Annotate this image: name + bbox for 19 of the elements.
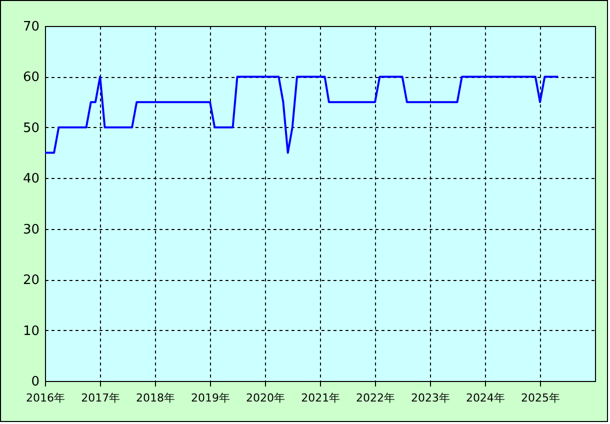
- y-tick-label: 70: [22, 20, 40, 34]
- x-tick-label: 2022年: [356, 392, 396, 404]
- x-tick-label: 2025年: [521, 392, 560, 404]
- y-tick-label: 40: [22, 172, 40, 187]
- y-tick-label: 20: [22, 273, 40, 288]
- x-tick-label: 2023年: [410, 392, 450, 404]
- x-tick-label: 2020年: [246, 392, 285, 404]
- x-tick-label: 2018年: [136, 392, 176, 404]
- y-tick-label: 30: [22, 222, 40, 238]
- x-tick-label: 2021年: [301, 392, 340, 404]
- x-tick-label: 2024年: [466, 392, 505, 404]
- y-tick-label: 0: [31, 374, 40, 390]
- y-tick-label: 60: [22, 70, 40, 86]
- x-tick-label: 2019年: [191, 392, 230, 404]
- x-tick-label: 2016年: [26, 392, 65, 404]
- y-tick-label: 10: [22, 324, 40, 339]
- y-tick-label: 50: [22, 120, 40, 136]
- x-tick-label: 2017年: [81, 392, 120, 404]
- line-series: [44, 76, 560, 154]
